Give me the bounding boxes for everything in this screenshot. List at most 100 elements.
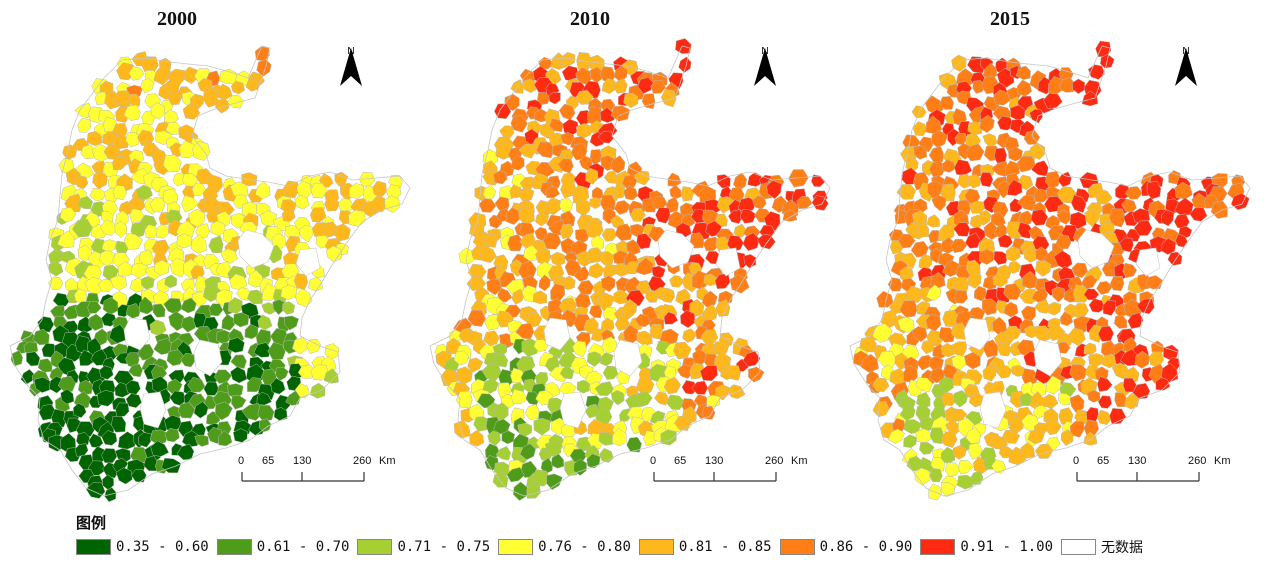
- county-polygon: [940, 391, 958, 406]
- region-outline: [429, 45, 831, 497]
- scale-tick-label: 0: [1073, 455, 1080, 467]
- county-polygon: [128, 65, 145, 81]
- county-polygon: [282, 301, 295, 315]
- county-polygon: [636, 233, 652, 250]
- county-polygon: [1046, 301, 1062, 316]
- legend-label: 0.76 - 0.80: [538, 539, 631, 555]
- county-polygon: [599, 107, 615, 123]
- county-polygon: [293, 273, 308, 290]
- county-polygon: [944, 462, 961, 477]
- county-polygon: [1018, 288, 1039, 304]
- county-polygon: [967, 272, 982, 289]
- no-data-area: [543, 317, 571, 351]
- county-polygon: [1060, 429, 1074, 447]
- map-year-title: 2010: [570, 8, 610, 30]
- county-polygon: [621, 298, 637, 318]
- legend-swatch: [1061, 539, 1097, 555]
- county-polygon: [60, 388, 75, 405]
- county-polygon: [1016, 79, 1032, 97]
- legend-label: 无数据: [1101, 540, 1144, 556]
- county-polygon: [997, 234, 1013, 248]
- county-polygon: [602, 365, 619, 380]
- county-polygon: [872, 400, 890, 418]
- county-polygon: [150, 440, 170, 457]
- county-polygon: [141, 276, 155, 290]
- county-polygon: [622, 174, 638, 190]
- county-polygon: [903, 434, 917, 448]
- county-polygon: [1124, 392, 1140, 410]
- county-polygon: [1056, 210, 1072, 225]
- county-polygon: [123, 232, 143, 250]
- county-polygon: [501, 430, 515, 445]
- map-panel-2000: 2000 N 0 65 130 260 Km: [0, 0, 420, 505]
- county-polygon: [952, 444, 968, 460]
- county-polygon: [524, 403, 540, 420]
- scale-unit: Km: [791, 455, 808, 467]
- county-polygon: [876, 290, 894, 308]
- county-polygon: [187, 376, 206, 393]
- county-polygon: [487, 430, 501, 447]
- county-polygon: [925, 284, 942, 302]
- county-polygon: [558, 103, 576, 121]
- county-polygon: [1030, 209, 1049, 226]
- county-polygon: [149, 196, 166, 213]
- county-polygon: [1097, 376, 1113, 392]
- county-polygon: [586, 351, 601, 367]
- county-polygon: [993, 251, 1009, 266]
- legend-swatch: [638, 539, 674, 555]
- county-polygon: [535, 211, 549, 227]
- county-polygon: [57, 230, 75, 249]
- county-polygon: [641, 93, 656, 110]
- county-polygon: [1003, 301, 1019, 318]
- county-polygon: [309, 382, 326, 399]
- county-polygon: [47, 276, 64, 291]
- no-data-area: [123, 317, 151, 351]
- county-polygon: [872, 323, 893, 343]
- county-polygon: [725, 365, 741, 381]
- county-polygon: [117, 431, 137, 450]
- county-polygon: [991, 459, 1006, 474]
- county-polygon: [213, 369, 233, 384]
- county-polygon: [164, 274, 178, 289]
- county-polygon: [1043, 393, 1059, 410]
- county-polygon: [1003, 283, 1022, 300]
- county-polygon: [1083, 342, 1097, 355]
- county-polygon: [551, 453, 565, 469]
- county-polygon: [1030, 381, 1047, 398]
- county-polygon: [37, 316, 55, 333]
- scale-tick-label: 0: [650, 455, 657, 467]
- county-polygon: [623, 92, 639, 109]
- county-polygon: [1148, 351, 1164, 367]
- county-polygon: [572, 340, 587, 358]
- county-polygon: [164, 427, 180, 443]
- county-polygon: [325, 245, 342, 262]
- county-polygon: [964, 143, 985, 162]
- county-polygon: [1088, 353, 1104, 367]
- county-polygon: [138, 296, 155, 315]
- county-polygon: [896, 183, 917, 200]
- county-polygon: [662, 287, 675, 303]
- county-polygon: [673, 341, 692, 360]
- county-polygon: [479, 246, 497, 263]
- county-polygon: [256, 59, 272, 77]
- county-polygon: [506, 467, 525, 483]
- county-polygon: [930, 272, 946, 289]
- county-polygon: [109, 275, 127, 291]
- county-polygon: [601, 275, 616, 293]
- county-polygon: [612, 427, 627, 447]
- scale-tick-label: 130: [1128, 455, 1147, 467]
- county-polygon: [294, 194, 310, 210]
- legend-swatch: [498, 539, 534, 555]
- county-polygon: [766, 180, 782, 200]
- county-polygon: [655, 207, 671, 224]
- county-polygon: [589, 196, 602, 210]
- north-arrow-icon: N: [1171, 46, 1201, 86]
- county-polygon: [180, 297, 197, 314]
- choropleth-map-2010: [429, 38, 831, 501]
- county-polygon: [575, 198, 591, 217]
- county-polygon: [626, 436, 642, 453]
- county-polygon: [48, 260, 64, 277]
- county-polygon: [59, 206, 77, 223]
- county-polygon: [953, 289, 968, 304]
- county-polygon: [221, 313, 235, 331]
